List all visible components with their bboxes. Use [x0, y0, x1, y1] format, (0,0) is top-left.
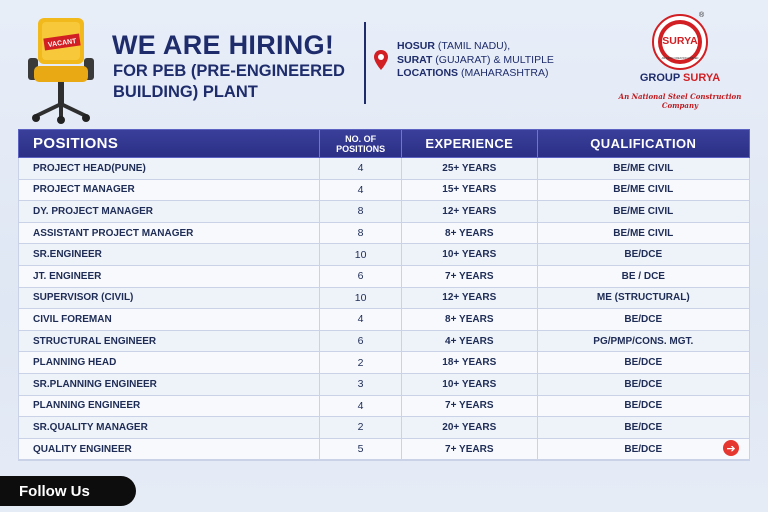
cell-count: 2: [320, 352, 402, 373]
cell-count: 8: [320, 201, 402, 222]
cell-qualification: PG/PMP/CONS. MGT.: [593, 335, 694, 347]
registered-mark: ®: [699, 12, 705, 19]
cell-experience: 20+ YEARS: [402, 417, 538, 438]
table-body: PROJECT HEAD(PUNE) 4 25+ YEARS BE/ME CIVIL P…: [18, 158, 750, 462]
chair-vacant-badge: VACANT: [48, 38, 78, 49]
cell-qualification: BE/DCE: [624, 421, 663, 433]
cell-qualification: BE/ME CIVIL: [613, 227, 674, 239]
table-row: JT. ENGINEER 6 7+ YEARS BE / DCE: [19, 265, 749, 288]
cell-position: SR.QUALITY MANAGER: [19, 417, 321, 438]
follow-us-button[interactable]: Follow Us: [0, 476, 136, 506]
hiring-title: WE ARE HIRING!: [112, 30, 335, 60]
table-row: ASSISTANT PROJECT MANAGER 8 8+ YEARS BE/ME …: [19, 222, 749, 245]
cell-count: 8: [320, 222, 402, 244]
location-pin-icon: [374, 50, 388, 70]
cell-position: QUALITY ENGINEER: [19, 438, 321, 460]
cell-position: DY. PROJECT MANAGER: [19, 201, 321, 222]
cell-count: 5: [320, 438, 402, 460]
cell-position: STRUCTURAL ENGINEER: [19, 330, 321, 352]
header-no-of-positions: NO. OF POSITIONS: [320, 130, 402, 157]
cell-position: PLANNING HEAD: [19, 352, 321, 373]
table-row: SUPERVISOR (CIVIL) 10 12+ YEARS ME (STRUCTU…: [19, 287, 749, 310]
cell-experience: 12+ YEARS: [402, 201, 538, 222]
cell-count: 3: [320, 373, 402, 395]
location-line-3: LOCATIONS (MAHARASHTRA): [397, 67, 549, 79]
cell-position: SR.ENGINEER: [19, 244, 321, 265]
surya-logo: SURYA AN INFRA CREATION LIMITED: [652, 14, 708, 70]
table-row: QUALITY ENGINEER 5 7+ YEARS BE/DCE: [19, 438, 749, 461]
cell-experience: 7+ YEARS: [402, 265, 538, 287]
logo-text: SURYA: [662, 35, 698, 47]
table-row: STRUCTURAL ENGINEER 6 4+ YEARS PG/PMP/CONS.…: [19, 330, 749, 353]
cell-experience: 8+ YEARS: [402, 222, 538, 244]
cell-position: PLANNING ENGINEER: [19, 395, 321, 417]
table-row: SR.QUALITY MANAGER 2 20+ YEARS BE/DCE: [19, 417, 749, 439]
cell-experience: 15+ YEARS: [402, 179, 538, 201]
cell-position: PROJECT HEAD(PUNE): [19, 158, 321, 179]
cell-count: 6: [320, 265, 402, 287]
header-experience: EXPERIENCE: [402, 130, 538, 157]
header-positions: POSITIONS: [19, 130, 321, 157]
group-tagline: An National Steel Construction Company: [618, 92, 742, 110]
table-row: PLANNING HEAD 2 18+ YEARS BE/DCE: [19, 352, 749, 374]
cell-qualification: BE/DCE: [624, 313, 663, 325]
cell-experience: 4+ YEARS: [402, 330, 538, 352]
cell-count: 6: [320, 330, 402, 352]
cell-qualification: BE/ME CIVIL: [613, 205, 674, 217]
job-locations: HOSUR (TAMIL NADU), SURAT (GUJARAT) & MU…: [397, 40, 554, 81]
cell-position: SR.PLANNING ENGINEER: [19, 373, 321, 395]
cell-qualification: BE/DCE: [624, 357, 663, 369]
cell-count: 10: [320, 287, 402, 309]
cell-qualification: BE/DCE: [624, 443, 663, 455]
group-name: GROUP SURYA: [639, 72, 721, 84]
cell-qualification: BE/DCE: [624, 400, 663, 412]
table-row: PLANNING ENGINEER 4 7+ YEARS BE/DCE: [19, 395, 749, 418]
table-row: SR.PLANNING ENGINEER 3 10+ YEARS BE/DCE: [19, 373, 749, 396]
location-line-2: SURAT (GUJARAT) & MULTIPLE: [397, 53, 554, 66]
cell-position: ASSISTANT PROJECT MANAGER: [19, 222, 321, 244]
table-row: CIVIL FOREMAN 4 8+ YEARS BE/DCE: [19, 309, 749, 331]
cell-experience: 25+ YEARS: [402, 158, 538, 179]
cell-experience: 8+ YEARS: [402, 309, 538, 330]
cell-count: 4: [320, 179, 402, 201]
table-row: SR.ENGINEER 10 10+ YEARS BE/DCE: [19, 244, 749, 266]
cell-experience: 12+ YEARS: [402, 287, 538, 309]
arrow-right-icon[interactable]: ➔: [723, 440, 739, 457]
cell-count: 2: [320, 417, 402, 438]
table-row: PROJECT HEAD(PUNE) 4 25+ YEARS BE/ME CIVIL: [19, 158, 749, 180]
hiring-subtitle: FOR PEB (PRE-ENGINEERED BUILDING) PLANT: [113, 62, 345, 101]
vacant-chair-icon: VACANT: [28, 18, 94, 124]
cell-qualification: BE/ME CIVIL: [613, 162, 674, 174]
logo-subtext: AN INFRA CREATION LIMITED: [662, 56, 699, 60]
cell-position: JT. ENGINEER: [19, 265, 321, 287]
cell-position: SUPERVISOR (CIVIL): [19, 287, 321, 309]
cell-count: 10: [320, 244, 402, 265]
cell-experience: 7+ YEARS: [402, 395, 538, 417]
cell-experience: 10+ YEARS: [402, 373, 538, 395]
cell-qualification: ME (STRUCTURAL): [596, 292, 690, 304]
cell-experience: 18+ YEARS: [402, 352, 538, 373]
cell-experience: 7+ YEARS: [402, 438, 538, 460]
cell-position: PROJECT MANAGER: [19, 179, 321, 201]
table-header: POSITIONS NO. OF POSITIONS EXPERIENCE QU…: [18, 129, 750, 158]
header-divider: [364, 22, 366, 104]
cell-count: 4: [320, 158, 402, 179]
header-qualification: QUALIFICATION: [590, 136, 697, 151]
location-line-1: HOSUR (TAMIL NADU),: [397, 40, 511, 52]
positions-table: POSITIONS NO. OF POSITIONS EXPERIENCE QU…: [18, 129, 750, 469]
cell-qualification: BE/ME CIVIL: [613, 184, 674, 196]
table-row: DY. PROJECT MANAGER 8 12+ YEARS BE/ME CIVIL: [19, 201, 749, 223]
cell-count: 4: [320, 309, 402, 330]
cell-experience: 10+ YEARS: [402, 244, 538, 265]
cell-count: 4: [320, 395, 402, 417]
cell-position: CIVIL FOREMAN: [19, 309, 321, 330]
cell-qualification: BE/DCE: [624, 249, 663, 261]
cell-qualification: BE / DCE: [621, 270, 665, 282]
table-row: PROJECT MANAGER 4 15+ YEARS BE/ME CIVIL: [19, 179, 749, 202]
cell-qualification: BE/DCE: [624, 378, 663, 390]
